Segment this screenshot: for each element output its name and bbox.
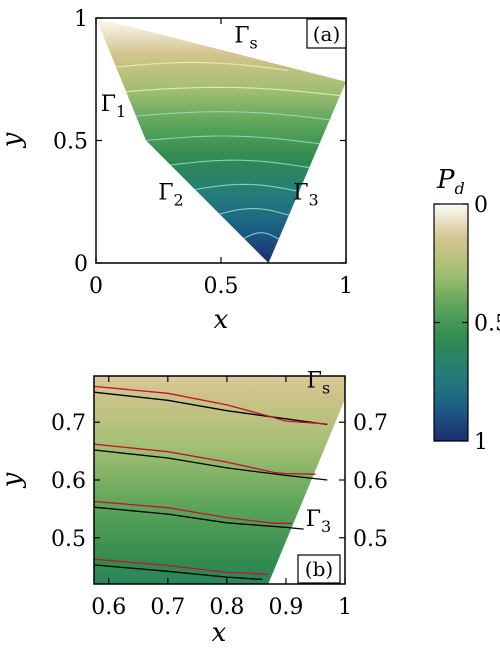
colorbar-tick-label: 1 bbox=[474, 430, 488, 455]
panel-a-ylabel: y bbox=[0, 132, 27, 148]
colorbar: Pd 00.51 bbox=[433, 165, 500, 455]
panel-b-contour-red bbox=[94, 443, 316, 475]
panel-b-region-label: Γ3 bbox=[306, 507, 331, 536]
panel-b-xlabel: x bbox=[212, 618, 227, 648]
panel-a-xtick-label: 1 bbox=[339, 274, 353, 299]
panel-b-ytick-label-right: 0.7 bbox=[353, 411, 388, 436]
panel-a-tag: (a) bbox=[313, 22, 341, 46]
colorbar-tick-label: 0 bbox=[474, 193, 488, 218]
panel-b-domain bbox=[94, 376, 345, 584]
panel-b-region-label: Γs bbox=[307, 369, 330, 398]
panel-b-ytick-label-right: 0.5 bbox=[353, 527, 388, 552]
region-label-main: Γ bbox=[158, 180, 173, 205]
region-label-main: Γ bbox=[307, 369, 322, 394]
panel-b-contour-black bbox=[94, 506, 304, 530]
panel-b-ytick-label-left: 0.6 bbox=[51, 469, 86, 494]
region-label-sub: 3 bbox=[309, 190, 319, 209]
panel-b-xtick-label: 0.9 bbox=[268, 595, 303, 620]
panel-a-region-label: Γ2 bbox=[158, 180, 183, 209]
panel-b-xtick-label: 0.8 bbox=[209, 595, 244, 620]
panel-b-tag: (b) bbox=[305, 557, 333, 581]
colorbar-label-sub: d bbox=[455, 179, 465, 198]
panel-a-region-label: Γs bbox=[234, 24, 257, 53]
panel-b-xtick-label: 0.7 bbox=[150, 595, 185, 620]
panel-a-domain bbox=[96, 18, 346, 263]
panel-a-contour-line bbox=[135, 111, 332, 121]
region-label-main: Γ bbox=[234, 24, 249, 49]
panel-a-contour-line bbox=[125, 86, 342, 97]
panel-a-contour-line bbox=[194, 183, 301, 193]
panel-a-contour-line bbox=[243, 232, 280, 240]
panel-a-contour-line bbox=[115, 61, 289, 71]
panel-a-tag-box bbox=[306, 18, 347, 49]
panel-a-ytick-label: 0.5 bbox=[53, 130, 88, 155]
region-label-sub: 1 bbox=[116, 102, 126, 121]
region-label-main: Γ bbox=[306, 507, 321, 532]
colorbar-label: Pd bbox=[436, 165, 465, 198]
panel-a-region-label: Γ3 bbox=[293, 180, 318, 209]
region-label-sub: 2 bbox=[174, 190, 184, 209]
region-label-sub: 3 bbox=[321, 517, 331, 536]
panel-a-xtick-label: 0.5 bbox=[204, 274, 239, 299]
panel-a-ytick-label: 0 bbox=[74, 252, 88, 277]
panel-a-contour-line bbox=[170, 159, 311, 169]
panel-b-contour-black bbox=[94, 564, 263, 581]
panel-a-xtick-label: 0 bbox=[89, 274, 103, 299]
panel-b-ytick-label-left: 0.5 bbox=[51, 527, 86, 552]
panel-b-xtick-label: 0.6 bbox=[91, 595, 126, 620]
panel-a-contour-line bbox=[145, 135, 321, 145]
panel-b-ytick-label-left: 0.7 bbox=[51, 411, 86, 436]
colorbar-label-main: P bbox=[436, 165, 455, 195]
panel-a-contour-line bbox=[219, 208, 290, 216]
panel-b-contour-red bbox=[94, 558, 269, 575]
region-label-sub: s bbox=[250, 34, 258, 53]
region-label-main: Γ bbox=[293, 180, 308, 205]
panel-b-contours bbox=[94, 385, 328, 581]
panel-b-contour-red bbox=[94, 385, 328, 425]
panel-b-ticks: 0.6 0.7 0.8 0.9 1 0.5 0.5 0.6 0.6 0.7 0.7 bbox=[51, 376, 388, 620]
panel-b-contour-red bbox=[94, 500, 292, 524]
panel-a-region-label: Γ1 bbox=[101, 92, 126, 121]
colorbar-ticks: 00.51 bbox=[434, 193, 500, 455]
panel-b-ytick-label-right: 0.6 bbox=[353, 469, 388, 494]
panel-b-xtick-label: 1 bbox=[338, 595, 352, 620]
panel-a-ticks: 0 0.5 1 0 0.5 1 bbox=[53, 7, 353, 299]
panel-a-contours bbox=[115, 61, 342, 240]
panel-a-ytick-label: 1 bbox=[74, 7, 88, 32]
region-label-sub: s bbox=[322, 379, 330, 398]
panel-b-contour-black bbox=[94, 391, 328, 426]
colorbar-tick-label: 0.5 bbox=[474, 312, 500, 337]
panel-b-tag-box bbox=[297, 554, 341, 584]
panel-b-ylabel: y bbox=[0, 472, 27, 488]
region-label-main: Γ bbox=[101, 92, 116, 117]
panel-b-contour-black bbox=[94, 449, 328, 481]
panel-a-xlabel: x bbox=[214, 305, 229, 335]
